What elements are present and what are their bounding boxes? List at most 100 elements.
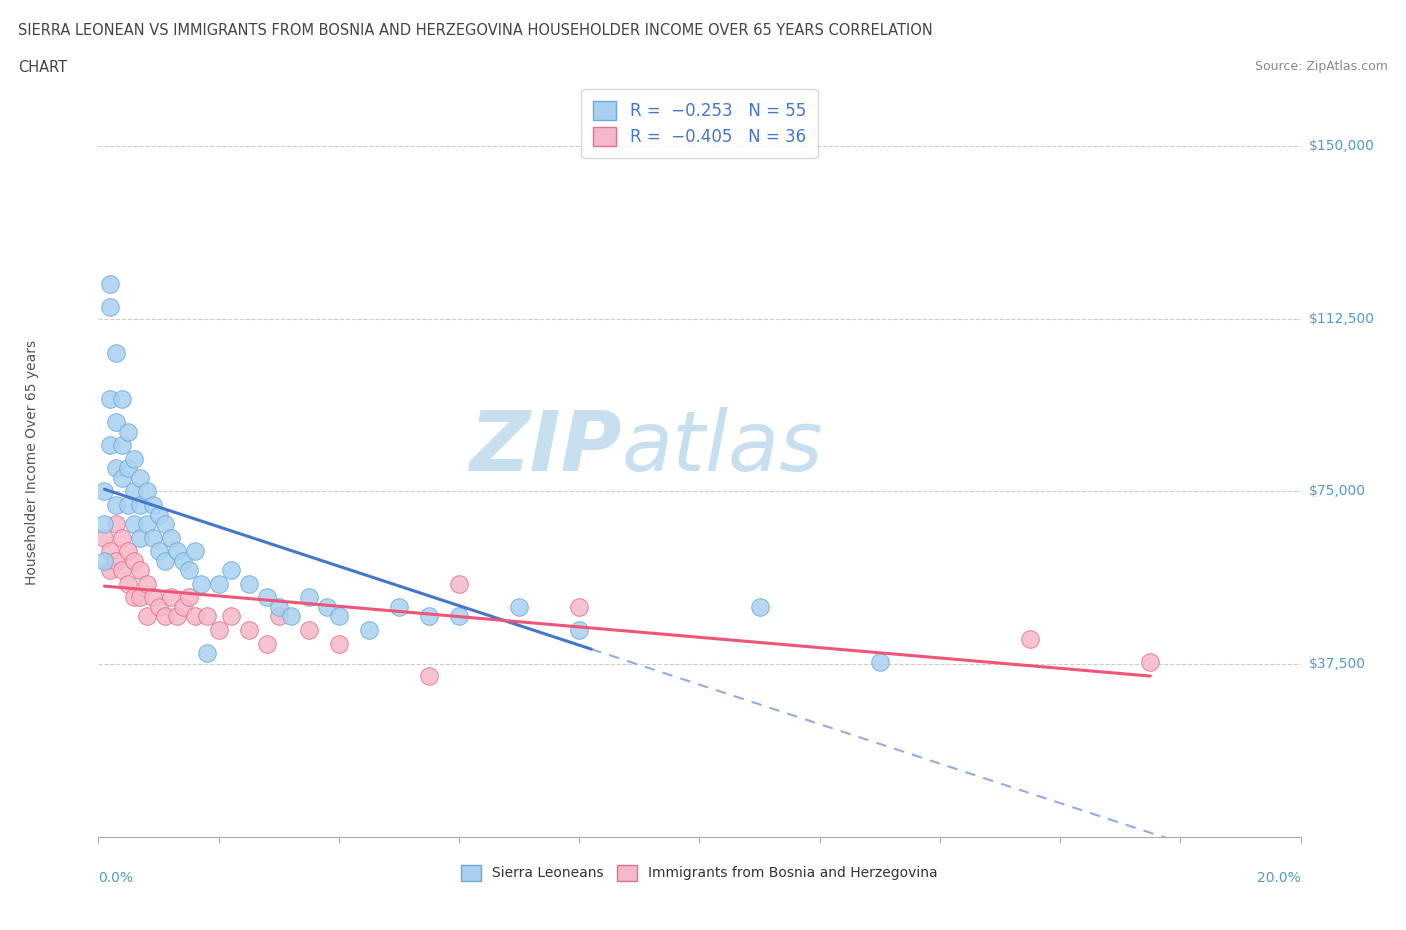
Point [183, 608, 205, 623]
Point [298, 590, 321, 604]
Point [141, 530, 163, 545]
Point [183, 544, 205, 559]
Point [388, 599, 411, 614]
Point [129, 530, 152, 545]
Point [267, 608, 290, 623]
Point [111, 530, 134, 545]
Point [117, 577, 139, 591]
Point [117, 461, 139, 476]
Point [208, 577, 231, 591]
Point [100, 392, 122, 406]
Point [280, 608, 302, 623]
Point [256, 636, 278, 651]
Point [135, 516, 157, 531]
Point [177, 590, 200, 604]
Point [159, 590, 181, 604]
Point [100, 563, 122, 578]
Point [105, 498, 128, 512]
Text: $112,500: $112,500 [1309, 312, 1375, 326]
Point [1019, 631, 1042, 646]
Point [129, 498, 152, 512]
Point [328, 636, 350, 651]
Point [105, 553, 128, 568]
Point [1139, 655, 1161, 670]
Point [135, 577, 157, 591]
Point [219, 563, 242, 578]
Point [166, 544, 188, 559]
Point [111, 392, 134, 406]
Point [357, 622, 380, 637]
Point [172, 599, 194, 614]
Point [508, 599, 530, 614]
Point [153, 608, 176, 623]
Point [105, 461, 128, 476]
Point [124, 452, 146, 467]
Point [195, 645, 218, 660]
Text: ZIP: ZIP [468, 407, 621, 488]
Point [93, 484, 115, 498]
Text: 20.0%: 20.0% [1257, 870, 1301, 884]
Point [100, 544, 122, 559]
Point [190, 577, 212, 591]
Point [153, 553, 176, 568]
Point [93, 516, 115, 531]
Point [141, 498, 163, 512]
Point [124, 516, 146, 531]
Point [315, 599, 337, 614]
Text: CHART: CHART [18, 60, 67, 75]
Point [124, 484, 146, 498]
Point [129, 563, 152, 578]
Point [93, 553, 115, 568]
Point [328, 608, 350, 623]
Text: $150,000: $150,000 [1309, 139, 1375, 153]
Point [256, 590, 278, 604]
Text: atlas: atlas [621, 407, 823, 488]
Point [208, 622, 231, 637]
Point [135, 484, 157, 498]
Point [111, 438, 134, 453]
Text: $75,000: $75,000 [1309, 485, 1365, 498]
Point [135, 608, 157, 623]
Point [238, 577, 260, 591]
Point [117, 498, 139, 512]
Point [219, 608, 242, 623]
Point [111, 471, 134, 485]
Point [267, 599, 290, 614]
Point [195, 608, 218, 623]
Point [93, 530, 115, 545]
Point [100, 277, 122, 292]
Text: $37,500: $37,500 [1309, 658, 1365, 671]
Point [447, 577, 470, 591]
Point [148, 599, 170, 614]
Point [153, 516, 176, 531]
Text: 0.0%: 0.0% [98, 870, 134, 884]
Point [748, 599, 770, 614]
Point [238, 622, 260, 637]
Point [117, 544, 139, 559]
Point [105, 346, 128, 361]
Point [159, 530, 181, 545]
Point [117, 424, 139, 439]
Text: Householder Income Over 65 years: Householder Income Over 65 years [25, 340, 39, 585]
Point [418, 608, 440, 623]
Text: Source: ZipAtlas.com: Source: ZipAtlas.com [1254, 60, 1388, 73]
Text: SIERRA LEONEAN VS IMMIGRANTS FROM BOSNIA AND HERZEGOVINA HOUSEHOLDER INCOME OVER: SIERRA LEONEAN VS IMMIGRANTS FROM BOSNIA… [18, 23, 934, 38]
Point [148, 544, 170, 559]
Point [111, 563, 134, 578]
Point [869, 655, 891, 670]
Point [105, 415, 128, 430]
Point [124, 590, 146, 604]
Point [129, 471, 152, 485]
Point [447, 608, 470, 623]
Point [172, 553, 194, 568]
Point [418, 669, 440, 684]
Point [298, 622, 321, 637]
Point [129, 590, 152, 604]
Point [100, 299, 122, 314]
Point [177, 563, 200, 578]
Point [166, 608, 188, 623]
Point [568, 622, 591, 637]
Point [100, 438, 122, 453]
Point [141, 590, 163, 604]
Point [124, 553, 146, 568]
